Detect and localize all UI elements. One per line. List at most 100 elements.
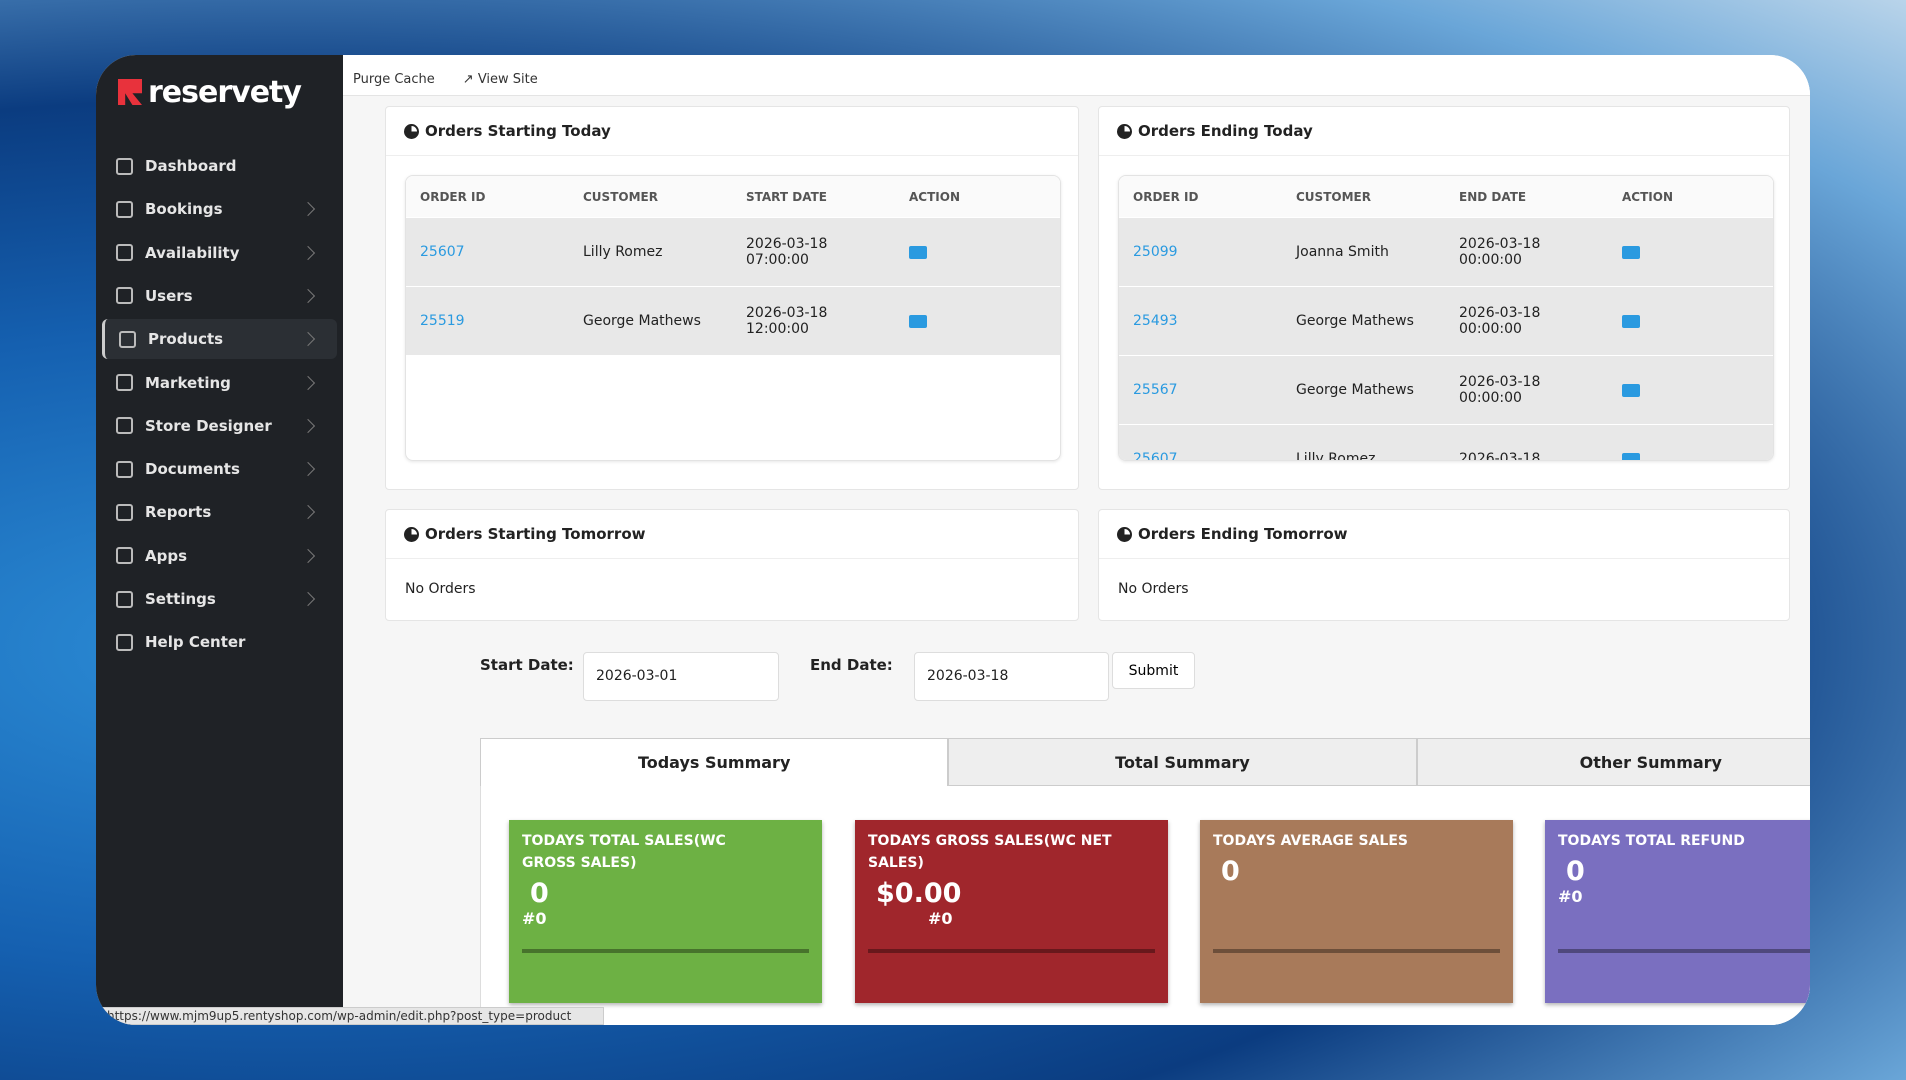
nav-label: Apps <box>145 546 188 565</box>
date: 2026-03-18 00:00:00 <box>1459 305 1541 337</box>
nav-icon <box>116 200 133 218</box>
truck-action[interactable] <box>1622 383 1640 397</box>
nav-item[interactable]: Marketing <box>102 363 337 403</box>
nav-icon <box>116 460 133 478</box>
truck-action[interactable] <box>1622 245 1640 259</box>
table-header: ORDER ID CUSTOMER START DATE ACTION <box>406 176 1060 217</box>
tab[interactable]: Other Summary <box>1416 738 1810 786</box>
card-value: 0 <box>530 878 549 909</box>
column-header: ORDER ID <box>420 189 486 204</box>
table-row: 25567 George Mathews 2026-03-18 00:00:00 <box>1119 355 1773 424</box>
nav-item[interactable]: Settings <box>102 579 337 619</box>
nav-icon <box>116 374 133 391</box>
order-id[interactable]: 25607 <box>1133 451 1178 461</box>
nav-item[interactable]: Documents <box>102 449 337 489</box>
panel-title: Orders Starting Tomorrow <box>425 525 646 543</box>
empty-text: No Orders <box>1118 581 1189 597</box>
table-row: 25607 Lilly Romez 2026-03-18 <box>1119 424 1773 461</box>
column-header: CUSTOMER <box>1296 189 1371 204</box>
card-count: #0 <box>928 909 953 928</box>
nav-label: Documents <box>145 460 240 479</box>
date: 2026-03-18 <box>1459 451 1541 461</box>
nav-icon <box>116 503 133 521</box>
date: 2026-03-18 07:00:00 <box>746 236 828 268</box>
nav-label: Dashboard <box>145 157 237 175</box>
table-header: ORDER ID CUSTOMER END DATE ACTION <box>1119 176 1773 217</box>
card-divider <box>1558 949 1810 953</box>
start-input[interactable]: 2026-03-01 <box>583 652 779 701</box>
column-header: ORDER ID <box>1133 189 1199 204</box>
column-header: END DATE <box>1459 189 1527 204</box>
card-divider <box>868 949 1155 953</box>
chevron <box>300 418 316 433</box>
main: Purge Cache ↗ View Site Orders Starting … <box>343 55 1810 1025</box>
order-table: ORDER ID CUSTOMER START DATE ACTION 25607 Lil… <box>405 175 1061 461</box>
panel-title: Orders Ending Tomorrow <box>1138 525 1348 543</box>
nav-item[interactable]: Dashboard <box>102 146 337 186</box>
chevron <box>300 462 316 477</box>
topbar: Purge Cache ↗ View Site <box>343 55 1810 96</box>
column-header: CUSTOMER <box>583 189 658 204</box>
order-id[interactable]: 25519 <box>420 313 465 329</box>
nav-item[interactable]: Products <box>102 319 337 360</box>
truck-action[interactable] <box>909 314 927 328</box>
view-site[interactable]: ↗ View Site <box>462 72 538 87</box>
nav-item[interactable]: Store Designer <box>102 406 337 446</box>
nav-item[interactable]: Help Center <box>102 622 337 662</box>
brand: reservety <box>148 75 302 110</box>
nav-item[interactable]: Bookings <box>102 189 337 229</box>
order-id[interactable]: 25099 <box>1133 244 1178 260</box>
nav-icon <box>116 547 133 565</box>
card-count: #0 <box>522 909 547 928</box>
table-row: 25099 Joanna Smith 2026-03-18 00:00:00 <box>1119 217 1773 286</box>
chevron <box>300 332 316 347</box>
browser-window: reservety Dashboard Bookings Availability U… <box>96 55 1810 1025</box>
card-value: 0 <box>1221 856 1240 887</box>
date: 2026-03-18 00:00:00 <box>1459 374 1541 406</box>
customer: George Mathews <box>583 313 701 329</box>
pie-icon <box>1117 123 1132 139</box>
logo: reservety <box>118 75 302 110</box>
nav-icon <box>116 633 133 651</box>
pie-icon <box>1117 526 1132 542</box>
card-value: $0.00 <box>876 878 962 909</box>
customer: Lilly Romez <box>583 244 663 260</box>
end-input[interactable]: 2026-03-18 <box>914 652 1109 701</box>
customer: George Mathews <box>1296 382 1414 398</box>
nav-item[interactable]: Availability <box>102 233 337 273</box>
nav-icon <box>119 330 136 348</box>
nav-item[interactable]: Apps <box>102 536 337 576</box>
customer: Lilly Romez <box>1296 451 1376 461</box>
chevron <box>300 245 316 260</box>
nav-icon <box>116 157 133 175</box>
order-table: ORDER ID CUSTOMER END DATE ACTION 25099 Joann… <box>1118 175 1774 461</box>
table-row: 25493 George Mathews 2026-03-18 00:00:00 <box>1119 286 1773 355</box>
empty-text: No Orders <box>405 581 476 597</box>
submit-button[interactable]: Submit <box>1112 652 1195 689</box>
sidebar: reservety Dashboard Bookings Availability U… <box>96 55 343 1025</box>
tab[interactable]: Todays Summary <box>480 738 949 786</box>
order-id[interactable]: 25607 <box>420 244 465 260</box>
date: 2026-03-18 00:00:00 <box>1459 236 1541 268</box>
truck-action[interactable] <box>1622 452 1640 460</box>
status-url: https://www.mjm9up5.rentyshop.com/wp-adm… <box>96 1007 604 1025</box>
date: 2026-03-18 12:00:00 <box>746 305 828 337</box>
panel-title: Orders Starting Today <box>425 122 611 140</box>
table-row: 25519 George Mathews 2026-03-18 12:00:00 <box>406 286 1060 355</box>
nav-item[interactable]: Reports <box>102 492 337 532</box>
nav-item[interactable]: Users <box>102 276 337 316</box>
summary-card: TODAYS AVERAGE SALES 0 <box>1200 820 1513 1003</box>
card-title: TODAYS TOTAL REFUND <box>1558 833 1745 849</box>
order-id[interactable]: 25567 <box>1133 382 1178 398</box>
tab[interactable]: Total Summary <box>948 738 1417 786</box>
truck-action[interactable] <box>909 245 927 259</box>
panel: Orders Starting Today ORDER ID CUSTOMER STA… <box>385 106 1079 490</box>
truck-action[interactable] <box>1622 314 1640 328</box>
card-title: TODAYS GROSS SALES(WC NET SALES) <box>868 833 1112 871</box>
column-header: ACTION <box>1622 189 1673 204</box>
card-value: 0 <box>1566 856 1585 887</box>
purge-cache[interactable]: Purge Cache <box>353 72 435 87</box>
column-header: START DATE <box>746 189 827 204</box>
order-id[interactable]: 25493 <box>1133 313 1178 329</box>
